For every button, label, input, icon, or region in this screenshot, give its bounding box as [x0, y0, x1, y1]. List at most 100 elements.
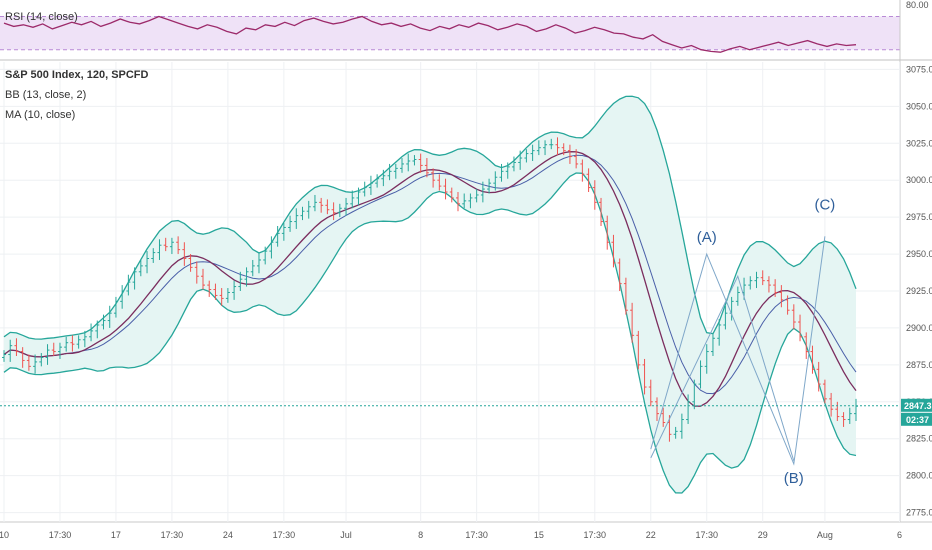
- price-bar: [623, 277, 628, 315]
- price-bar: [393, 163, 398, 179]
- price-bar: [138, 259, 143, 277]
- time-tick-label: 17:30: [161, 530, 184, 540]
- price-bar: [26, 354, 31, 371]
- time-tick-label: 17: [111, 530, 121, 540]
- price-bar: [76, 335, 81, 349]
- price-bar: [256, 252, 261, 274]
- price-bar: [462, 193, 467, 209]
- last-price-tag: 2847.3 02:37: [901, 398, 932, 426]
- price-bar: [362, 181, 367, 197]
- wave-line: [650, 236, 826, 466]
- bb-legend: BB (13, close, 2): [5, 89, 86, 101]
- price-tick-label: 3050.00: [906, 101, 932, 111]
- price-bar: [337, 203, 342, 218]
- price-bar: [748, 276, 753, 290]
- price-bar: [350, 190, 355, 209]
- price-bar: [20, 347, 25, 368]
- price-bar: [182, 242, 187, 266]
- price-bar: [487, 178, 492, 194]
- price-bar: [599, 197, 604, 226]
- price-bar: [288, 215, 293, 232]
- price-bar: [810, 345, 815, 374]
- price-bar: [387, 163, 392, 181]
- price-tag-box: [901, 398, 932, 412]
- price-tick-label: 2825.00: [906, 434, 932, 444]
- price-bar: [630, 302, 635, 343]
- time-tick-label: 24: [223, 530, 233, 540]
- price-bar: [835, 401, 840, 422]
- price-bar: [412, 155, 417, 166]
- price-bar: [39, 353, 44, 367]
- price-bar: [605, 215, 610, 250]
- price-bar: [225, 288, 230, 303]
- price-bar: [710, 333, 715, 357]
- time-tick-label: 22: [646, 530, 656, 540]
- price-bar: [642, 358, 647, 395]
- price-bar: [331, 202, 336, 221]
- price-bar: [107, 305, 112, 328]
- time-tick-label: Jul: [340, 530, 352, 540]
- time-tick-label: 10: [0, 530, 9, 540]
- price-axis: 2775.002800.002825.002850.002875.002900.…: [906, 64, 932, 517]
- price-tick-label: 2875.00: [906, 360, 932, 370]
- price-bar: [157, 239, 162, 260]
- price-bar: [201, 268, 206, 290]
- time-tick-label: 6: [897, 530, 902, 540]
- price-bar: [760, 270, 765, 286]
- time-axis: 10 17:30 17 17:30 24 17:30 Jul 8 17:30 15 17:30 22 1…: [0, 530, 902, 540]
- price-tick-label: 2925.00: [906, 286, 932, 296]
- price-bar: [611, 234, 616, 268]
- price-bar: [325, 199, 330, 215]
- price-bar: [14, 338, 19, 357]
- price-tick-label: 2975.00: [906, 212, 932, 222]
- price-bar: [549, 138, 554, 150]
- price-bar: [312, 194, 317, 212]
- price-bar: [580, 159, 585, 182]
- price-bar: [368, 175, 373, 195]
- price-bar: [493, 171, 498, 191]
- price-tick-label: 3000.00: [906, 175, 932, 185]
- price-bar: [64, 336, 69, 352]
- price-bar: [132, 267, 137, 290]
- price-bar: [735, 286, 740, 306]
- price-bar: [45, 344, 50, 365]
- price-bar: [120, 285, 125, 309]
- price-bar: [785, 295, 790, 315]
- price-bar: [232, 280, 237, 300]
- rsi-line: [3, 15, 857, 53]
- price-bar: [847, 407, 852, 424]
- price-bar: [169, 237, 174, 255]
- price-bar: [57, 342, 62, 359]
- price-bar: [779, 285, 784, 308]
- wave-label: (C): [814, 197, 835, 214]
- price-bar: [449, 187, 454, 203]
- price-bar: [8, 339, 13, 362]
- rsi-axis-label: 80.00: [906, 0, 929, 10]
- price-bar: [798, 314, 803, 342]
- chart-title: S&P 500 Index, 120, SPCFD: [5, 69, 149, 81]
- ma-legend: MA (10, close): [5, 109, 75, 121]
- price-bar: [51, 342, 56, 357]
- time-tick-label: 17:30: [584, 530, 607, 540]
- price-bar: [269, 236, 274, 259]
- price-bar: [455, 192, 460, 212]
- wave-annotations: (A) (B) (C): [697, 197, 836, 487]
- price-bar: [686, 394, 691, 424]
- wave-label: (B): [784, 470, 804, 487]
- price-bar: [319, 197, 324, 213]
- price-bar: [151, 248, 156, 263]
- price-bar: [530, 144, 535, 161]
- price-bar: [176, 236, 181, 255]
- price-bar: [679, 413, 684, 439]
- time-tag-box: [901, 412, 932, 426]
- price-bar: [816, 361, 821, 392]
- price-bar: [2, 350, 6, 362]
- time-tick-label: 29: [758, 530, 768, 540]
- price-bar: [561, 143, 566, 156]
- price-bar: [648, 379, 653, 407]
- price-bar: [505, 162, 510, 179]
- wave-line: [650, 274, 795, 462]
- price-bar: [822, 379, 827, 404]
- time-tick-label: 17:30: [49, 530, 72, 540]
